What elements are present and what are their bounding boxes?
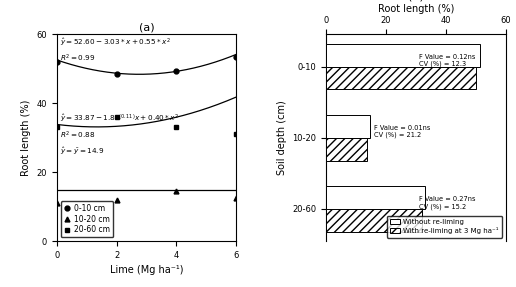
Text: $\hat{y} = \bar{y} = 14.9$: $\hat{y} = \bar{y} = 14.9$ xyxy=(60,146,105,158)
Text: $R^2 = 0.88$: $R^2 = 0.88$ xyxy=(60,129,95,141)
Text: $\hat{y} = 52.60 - 3.03*x + 0.55*x^2$: $\hat{y} = 52.60 - 3.03*x + 0.55*x^2$ xyxy=(60,36,171,49)
Text: F Value = 0.27ns
CV (%) = 15.2: F Value = 0.27ns CV (%) = 15.2 xyxy=(419,196,475,210)
Legend: Without re-liming, With re-liming at 3 Mg ha⁻¹: Without re-liming, With re-liming at 3 M… xyxy=(386,216,502,238)
Title: (a): (a) xyxy=(139,22,154,32)
Text: $R^2 = 0.99$: $R^2 = 0.99$ xyxy=(60,53,96,64)
Text: $\hat{y} = 33.87 - 1.89^{(0.11)}x + 0.40*x^2$: $\hat{y} = 33.87 - 1.89^{(0.11)}x + 0.40… xyxy=(60,113,180,125)
X-axis label: Lime (Mg ha⁻¹): Lime (Mg ha⁻¹) xyxy=(110,265,183,275)
Bar xyxy=(326,209,422,232)
Y-axis label: Soil depth (cm): Soil depth (cm) xyxy=(277,100,287,175)
Legend: 0-10 cm, 10-20 cm, 20-60 cm: 0-10 cm, 10-20 cm, 20-60 cm xyxy=(60,201,114,237)
Bar xyxy=(326,115,369,138)
Y-axis label: Root length (%): Root length (%) xyxy=(21,100,31,176)
Bar xyxy=(326,44,480,67)
X-axis label: Root length (%): Root length (%) xyxy=(378,3,454,13)
Bar xyxy=(326,138,366,160)
Bar xyxy=(326,67,476,89)
Text: F Value = 0.01ns
CV (%) = 21.2: F Value = 0.01ns CV (%) = 21.2 xyxy=(374,125,430,138)
Text: F Value = 0.12ns
CV (%) = 12.3: F Value = 0.12ns CV (%) = 12.3 xyxy=(419,54,475,67)
Title: (b): (b) xyxy=(408,0,424,1)
Bar xyxy=(326,186,425,209)
